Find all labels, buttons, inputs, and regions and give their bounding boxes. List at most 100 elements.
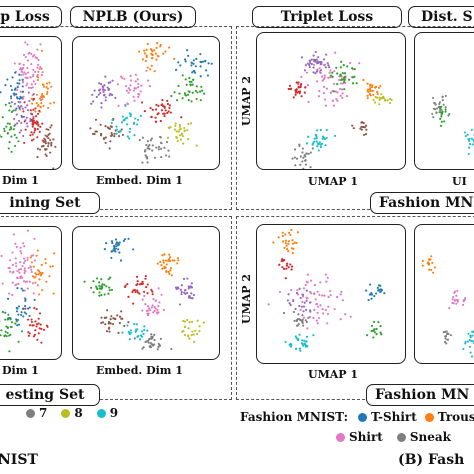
scatter-point [167,126,170,129]
scatter-right-test-b [421,255,474,358]
scatter-point [329,74,333,77]
scatter-point [372,336,375,339]
scatter-point [26,59,30,62]
scatter-point [35,273,38,276]
scatter-point [33,307,36,310]
scatter-point [306,273,309,276]
scatter-point [36,249,39,252]
scatter-point [123,324,126,327]
scatter-point [304,64,307,67]
scatter-point [315,70,319,73]
scatter-point [310,279,313,282]
scatter-point [36,63,40,66]
plot-right-train-b [414,32,474,170]
scatter-point [299,349,302,352]
scatter-point [28,324,32,327]
scatter-point [201,89,204,92]
scatter-point [136,335,139,338]
scatter-point [195,97,198,101]
scatter-point [121,115,125,118]
scatter-point [168,260,172,263]
scatter-point [37,317,40,320]
scatter-point [11,263,14,266]
scatter-point [466,340,470,343]
scatter-point [339,94,342,97]
scatter-point [104,141,107,144]
scatter-point [24,128,27,131]
scatter-point [343,78,346,82]
scatter-point [366,97,369,100]
scatter-point [121,331,124,334]
scatter-point [26,258,29,262]
scatter-point [18,73,21,76]
scatter-point [148,144,151,147]
scatter-point [125,116,129,119]
scatter-point [125,89,129,92]
scatter-point [31,275,35,278]
scatter-point [169,256,172,259]
scatter-point [468,339,471,342]
scatter-point [22,134,25,138]
scatter-point [147,307,151,310]
scatter-point [184,58,187,61]
scatter-point [431,271,435,274]
scatter-point [187,334,190,337]
scatter-point [175,135,178,139]
scatter-point [49,102,52,105]
scatter-point [287,231,291,235]
scatter-point [439,117,442,120]
scatter-point [295,81,298,84]
scatter-point [467,332,470,335]
scatter-point [317,316,320,319]
scatter-point [379,284,382,287]
scatter-point [299,296,302,300]
scatter-point [313,292,316,295]
scatter-point [6,317,10,320]
scatter-point [108,147,111,150]
scatter-point [319,145,323,149]
scatter-point [94,130,97,133]
scatter-point [153,309,156,313]
scatter-point [157,287,160,290]
scatter-point [286,262,289,265]
scatter-point [14,284,17,287]
scatter-point [14,87,17,90]
scatter-point [141,161,144,164]
scatter-point [114,96,117,99]
legend-label-trouser: Trouse [437,410,474,424]
scatter-point [18,106,21,110]
scatter-point [34,70,37,73]
scatter-point [165,140,169,144]
scatter-point [376,90,379,94]
scatter-point [10,101,13,104]
scatter-point [309,309,312,312]
scatter-point [122,239,125,242]
scatter-point [32,335,35,338]
scatter-point [108,127,111,130]
scatter-point [366,94,369,97]
scatter-point [21,289,25,292]
scatter-point [293,148,297,151]
scatter-point [146,140,150,143]
scatter-point [100,132,103,136]
scatter-point [7,297,10,300]
scatter-point [134,73,137,76]
scatter-point [456,300,459,303]
scatter-point [288,302,291,305]
scatter-point [47,106,50,109]
scatter-point [283,258,286,262]
scatter-point [32,97,35,101]
scatter-point [93,89,96,92]
scatter-point [309,166,312,169]
scatter-point [141,330,144,333]
scatter-point [301,324,305,327]
scatter-point [131,290,134,294]
scatter-point [449,334,453,337]
scatter-point [29,76,32,79]
scatter-point [342,76,346,80]
scatter-point [301,300,304,303]
scatter-point [181,97,184,100]
scatter-point [15,107,18,110]
scatter-point [154,307,157,310]
scatter-point [320,75,324,78]
